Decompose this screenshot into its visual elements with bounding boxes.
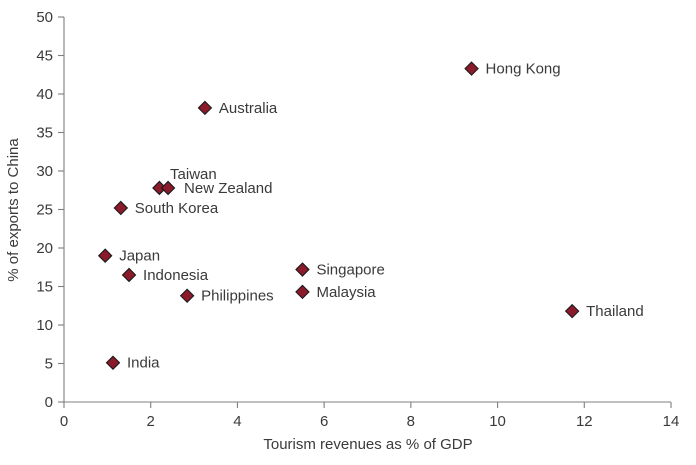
diamond-marker-icon	[105, 355, 121, 371]
y-tick-label: 35	[36, 125, 53, 142]
x-tick-label: 10	[489, 413, 506, 430]
x-tick-label: 12	[576, 413, 593, 430]
data-point[interactable]: New Zealand	[160, 180, 273, 197]
y-tick-label: 20	[36, 240, 53, 257]
data-point[interactable]: Thailand	[564, 303, 644, 320]
data-point[interactable]: Malaysia	[295, 284, 376, 301]
x-tick-label: 14	[663, 413, 680, 430]
y-tick-label: 40	[36, 86, 53, 103]
diamond-marker-icon	[121, 267, 137, 283]
data-point-label: Singapore	[316, 262, 384, 279]
y-axis: 0 5 10 15 20 25 30 35 40 45 50	[36, 9, 65, 411]
data-point[interactable]: India	[105, 355, 160, 372]
diamond-marker-icon	[97, 248, 113, 263]
data-point[interactable]: Taiwan	[152, 166, 217, 196]
y-tick-label: 50	[36, 9, 53, 26]
y-tick-label: 15	[36, 279, 53, 296]
data-point[interactable]: Indonesia	[121, 267, 209, 284]
diamond-marker-icon	[464, 61, 479, 76]
y-tick-label: 10	[36, 317, 53, 334]
y-axis-title: % of exports to China	[5, 138, 22, 282]
data-point-label: South Korea	[135, 200, 219, 217]
data-point-label: Philippines	[201, 288, 274, 305]
data-point[interactable]: Japan	[97, 248, 160, 265]
y-tick-label: 45	[36, 48, 53, 65]
x-tick-label: 2	[147, 413, 155, 430]
data-point-label: India	[127, 355, 160, 372]
diamond-marker-icon	[295, 284, 310, 300]
diamond-marker-icon	[295, 262, 310, 277]
data-point-label: Hong Kong	[486, 61, 561, 78]
x-tick-label: 6	[320, 413, 328, 430]
data-point-label: Taiwan	[170, 166, 217, 183]
y-tick-label: 25	[36, 202, 53, 219]
x-axis-title: Tourism revenues as % of GDP	[263, 436, 472, 453]
data-point-label: New Zealand	[184, 180, 272, 197]
data-point[interactable]: Hong Kong	[464, 61, 561, 78]
data-point-label: Japan	[119, 248, 160, 265]
y-tick-label: 5	[45, 356, 53, 373]
y-tick-label: 30	[36, 163, 53, 180]
data-point-label: Malaysia	[316, 284, 376, 301]
x-tick-label: 4	[233, 413, 241, 430]
x-tick-label: 0	[60, 413, 68, 430]
diamond-marker-icon	[160, 180, 176, 196]
data-point-label: Australia	[219, 100, 278, 117]
diamond-marker-icon	[197, 100, 213, 116]
data-point[interactable]: Singapore	[295, 262, 385, 279]
data-point[interactable]: South Korea	[113, 200, 219, 217]
y-tick-label: 0	[45, 394, 53, 411]
diamond-marker-icon	[113, 200, 129, 216]
x-tick-label: 8	[407, 413, 415, 430]
data-point[interactable]: Philippines	[179, 288, 274, 305]
diamond-marker-icon	[564, 303, 580, 319]
data-point-label: Thailand	[586, 303, 644, 320]
data-point-label: Indonesia	[143, 267, 209, 284]
diamond-marker-icon	[179, 288, 195, 304]
data-point[interactable]: Australia	[197, 100, 278, 117]
x-axis: 0 2 4 6 8 10 12 14	[60, 401, 680, 430]
